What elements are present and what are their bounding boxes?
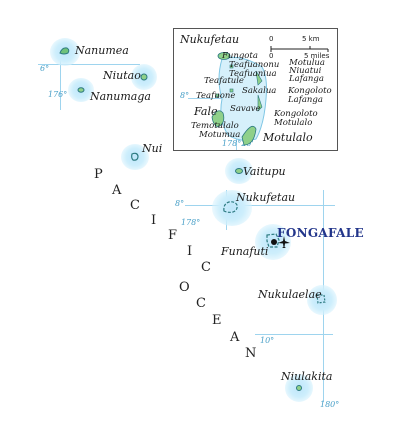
nukufetau-atoll-shape <box>223 201 238 213</box>
nui-atoll-shape <box>131 152 139 161</box>
nanumaga-atoll-shape <box>77 87 85 93</box>
label-niulakita: Niulakita <box>281 370 333 383</box>
inset-label-lafanga: Lafanga <box>289 74 324 84</box>
ocean-letter: E <box>212 313 222 328</box>
nui-sea-glow <box>121 144 149 170</box>
nukulaelae-sea-glow <box>307 285 337 315</box>
niutao-atoll-shape <box>140 73 148 81</box>
nukulaelae-atoll-shape <box>316 294 326 304</box>
ocean-letter: I <box>187 244 193 259</box>
ocean-letter: O <box>179 280 190 295</box>
inset-tick-lat: 8° <box>180 91 190 100</box>
inset-label-niuatui: Niuatui <box>289 66 322 76</box>
label-funafuti: Funafuti <box>221 245 269 258</box>
tick-lon-176: 176° <box>48 90 68 99</box>
inset-label-teafuaniua: Teafuaniua <box>229 69 277 79</box>
inset-label-motulua: Motulua <box>289 58 325 68</box>
label-vaitupu: Vaitupu <box>243 165 286 178</box>
inset-label-motulalo-small: Motulalo <box>274 118 313 128</box>
graticule-line-8s <box>185 205 335 206</box>
label-nanumea: Nanumea <box>75 44 129 57</box>
graticule-line-6s <box>38 64 140 65</box>
ocean-letter: C <box>201 260 211 275</box>
inset-scale-zero-mi: 0 <box>269 52 274 60</box>
ocean-letter: A <box>112 183 122 198</box>
nukufetau-sea-glow <box>212 190 252 226</box>
inset-label-teafuone: Teafuone <box>196 91 236 101</box>
tick-lat-6: 6° <box>40 64 50 73</box>
graticule-line-176e <box>60 50 61 110</box>
tick-lon-178: 178° <box>181 218 201 227</box>
inset-map-nukufetau: Nukufetau 0 5 km 0 5 miles 8° 178°20' Fu… <box>173 28 338 151</box>
inset-label-temotulalo: Temotulalo <box>191 121 239 131</box>
inset-title: Nukufetau <box>180 33 240 46</box>
ocean-letter: P <box>94 167 103 182</box>
inset-label-fale: Fale <box>194 105 218 118</box>
tick-lat-8: 8° <box>175 199 185 208</box>
inset-scale-mi: 5 miles <box>304 52 330 60</box>
inset-scale-zero-km: 0 <box>269 35 274 43</box>
label-fongafale-capital: FONGAFALE <box>277 226 364 240</box>
inset-label-sakalua: Sakalua <box>242 86 277 96</box>
label-nukulaelae: Nukulaelae <box>258 288 322 301</box>
inset-scale-km: 5 km <box>302 35 320 43</box>
inset-label-kongoloto-1: Kongoloto <box>288 86 332 96</box>
ocean-letter: C <box>196 296 206 311</box>
airport-plane-icon <box>278 236 290 248</box>
ocean-letter: I <box>151 213 157 228</box>
ocean-letter: F <box>168 228 178 243</box>
ocean-letter: A <box>230 330 240 345</box>
nanumea-atoll-shape <box>59 47 70 55</box>
inset-scale-bar <box>270 46 329 52</box>
vaitupu-atoll-shape <box>235 168 243 174</box>
capital-marker-icon <box>271 239 277 245</box>
inset-label-savave: Savave <box>230 104 261 114</box>
inset-label-motumua: Motumua <box>199 130 241 140</box>
inset-label-fungota: Fungota <box>222 51 258 61</box>
inset-graticule-8s <box>188 98 248 99</box>
label-nanumaga: Nanumaga <box>90 90 151 103</box>
tick-lon-180: 180° <box>320 400 340 409</box>
niulakita-atoll-shape <box>296 385 302 391</box>
ocean-letter: C <box>130 198 140 213</box>
inset-label-teafatule: Teafatule <box>204 76 244 86</box>
tick-lat-10: 10° <box>260 336 275 345</box>
inset-label-motulalo: Motulalo <box>263 131 313 144</box>
inset-label-lafanga-2: Lafanga <box>288 95 323 105</box>
label-nui: Nui <box>142 142 163 155</box>
inset-tick-lon: 178°20' <box>222 139 254 148</box>
funafuti-atoll-shape <box>266 233 280 248</box>
ocean-letter: N <box>245 346 257 361</box>
inset-lagoon-shape <box>211 52 267 146</box>
graticule-line-10s <box>255 334 333 335</box>
inset-label-kongoloto-2: Kongoloto <box>274 109 318 119</box>
label-nukufetau: Nukufetau <box>236 191 296 204</box>
inset-label-teafuanonu: Teafuanonu <box>229 60 280 70</box>
label-niutao: Niutao <box>103 69 141 82</box>
